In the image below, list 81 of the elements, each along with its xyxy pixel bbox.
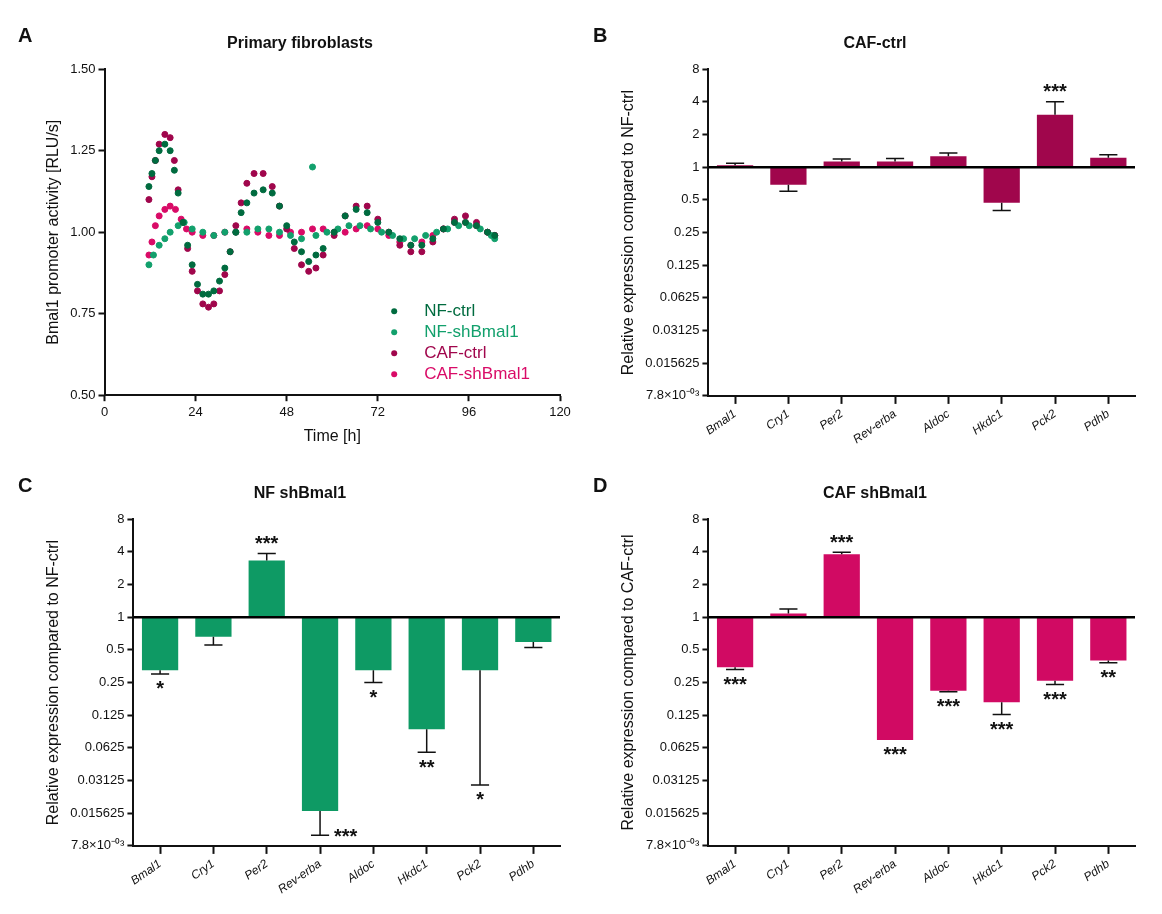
x-tick-label: 0 [100, 403, 109, 419]
legend-label: NF-ctrl [424, 300, 476, 320]
annotation: *** [936, 695, 961, 718]
y-tick-label: 0.03125 [77, 772, 125, 788]
y-axis-title: Relative expression compared to NF-ctrl [619, 89, 637, 376]
annotation: *** [255, 531, 279, 554]
y-tick-label: 0.5 [681, 191, 700, 207]
y-tick-label: 0.015625 [645, 804, 700, 820]
y-axis-title: Relative expression compared to CAF-ctrl [619, 534, 637, 831]
y-tick-label: 0.03125 [652, 772, 700, 788]
x-tick-label: 72 [370, 403, 386, 419]
x-tick-label: 96 [461, 403, 477, 419]
y-tick-label: 0.03125 [652, 322, 700, 338]
y-tick-label: 0.015625 [70, 804, 125, 820]
x-tick-label: 120 [549, 403, 571, 419]
annotation: *** [830, 530, 854, 553]
y-tick-label: 2 [692, 126, 700, 142]
y-tick-label: 0.5 [681, 641, 700, 657]
chart-title: Primary fibroblasts [227, 34, 374, 52]
y-tick-label: 1 [117, 608, 125, 624]
y-tick-label: 4 [692, 543, 700, 559]
annotation: *** [723, 672, 747, 695]
chart-title: CAF shBmal1 [822, 484, 928, 502]
annotation: ** [418, 755, 435, 778]
annotation: *** [1043, 80, 1067, 103]
y-tick-label: 0.50 [70, 386, 96, 402]
y-tick-label: 0.5 [106, 641, 125, 657]
text: B [593, 23, 608, 46]
annotation: ** [1100, 666, 1117, 689]
y-tick-label: 0.125 [91, 706, 125, 722]
x-tick-label: Cry1 [763, 406, 793, 433]
y-tick-label: 1.50 [70, 60, 96, 76]
x-tick-label: Cry1 [763, 856, 793, 883]
y-tick-label: 1.25 [70, 142, 96, 158]
y-tick-label: 0.125 [666, 256, 700, 272]
x-tick-label: Pdhb [1081, 406, 1113, 435]
text: A [18, 23, 33, 46]
annotation: *** [990, 717, 1014, 740]
y-tick-label: 0.015625 [645, 354, 700, 370]
annotation: * [476, 788, 485, 811]
annotation: * [156, 677, 165, 700]
y-tick-label: 7.8×10⁻⁰³ [645, 387, 701, 403]
y-tick-label: 8 [692, 60, 700, 76]
y-tick-label: 0.0625 [659, 289, 700, 305]
y-tick-label: 4 [117, 543, 125, 559]
legend-label: NF-shBmal1 [424, 321, 519, 341]
y-tick-label: 7.8×10⁻⁰³ [645, 837, 701, 853]
y-tick-label: 8 [117, 510, 125, 526]
text: C [18, 473, 33, 496]
annotation: *** [334, 824, 358, 847]
y-tick-label: 0.25 [99, 674, 125, 690]
text: D [593, 473, 608, 496]
y-tick-label: 2 [117, 576, 125, 592]
y-tick-label: 7.8×10⁻⁰³ [70, 837, 126, 853]
y-tick-label: 1 [692, 158, 700, 174]
x-tick-label: Cry1 [188, 856, 218, 883]
annotation: *** [1043, 687, 1067, 710]
y-tick-label: 4 [692, 93, 700, 109]
x-tick-label: Pdhb [506, 856, 538, 885]
y-axis-title: Bmal1 promoter activity [RLU/s] [44, 119, 62, 345]
y-tick-label: 0.125 [666, 706, 700, 722]
y-tick-label: 0.25 [674, 674, 700, 690]
y-tick-label: 1.00 [70, 223, 96, 239]
y-tick-label: 2 [692, 576, 700, 592]
legend-label: CAF-ctrl [424, 342, 487, 362]
annotation: * [369, 686, 378, 709]
annotation: *** [883, 743, 907, 766]
x-tick-label: Pdhb [1081, 856, 1113, 885]
legend-label: CAF-shBmal1 [424, 363, 531, 383]
y-tick-label: 0.0625 [84, 739, 125, 755]
y-tick-label: 8 [692, 510, 700, 526]
x-axis-title: Time [h] [303, 426, 361, 444]
y-tick-label: 0.75 [70, 305, 96, 321]
x-tick-label: 48 [279, 403, 294, 419]
y-tick-label: 0.0625 [659, 739, 700, 755]
chart-title: NF shBmal1 [253, 484, 347, 502]
chart-title: CAF-ctrl [843, 34, 907, 52]
y-tick-label: 1 [692, 608, 700, 624]
y-axis-title: Relative expression compared to NF-ctrl [44, 539, 62, 826]
x-tick-label: 24 [188, 403, 203, 419]
y-tick-label: 0.25 [674, 224, 700, 240]
